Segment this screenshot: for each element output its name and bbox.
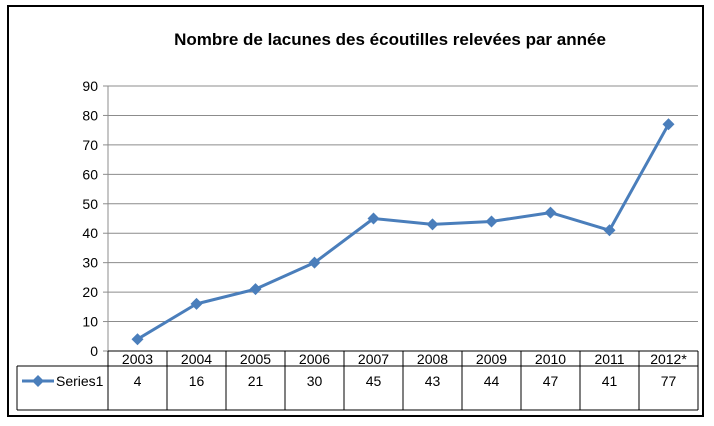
data-point (190, 297, 203, 310)
table-value: 77 (661, 373, 677, 389)
y-tick-label: 60 (82, 166, 98, 182)
data-point (131, 333, 144, 346)
table-value: 43 (425, 373, 441, 389)
data-point (662, 118, 675, 131)
y-tick-label: 30 (82, 255, 98, 271)
table-value: 44 (484, 373, 500, 389)
chart-frame (7, 5, 704, 417)
x-tick-label: 2011 (594, 351, 624, 367)
x-tick-label: 2003 (122, 351, 153, 367)
data-point (426, 218, 439, 231)
legend-label: Series1 (56, 373, 104, 389)
legend-marker (32, 375, 44, 387)
table-value: 4 (134, 373, 142, 389)
y-tick-label: 50 (82, 196, 98, 212)
series-line-path (136, 123, 670, 341)
y-tick-label: 80 (82, 107, 98, 123)
data-point (603, 224, 616, 237)
table-value: 21 (248, 373, 264, 389)
x-tick-label: 2007 (358, 351, 389, 367)
data-point (249, 283, 262, 296)
x-tick-label: 2005 (240, 351, 271, 367)
y-tick-label: 10 (82, 314, 98, 330)
data-point (308, 256, 321, 269)
x-tick-label: 2009 (476, 351, 507, 367)
x-tick-label: 2012* (650, 351, 687, 367)
gridlines (103, 85, 698, 352)
table-value: 45 (366, 373, 382, 389)
x-tick-label: 2008 (417, 351, 448, 367)
y-tick-label: 90 (82, 78, 98, 94)
chart-title: Nombre de lacunes des écoutilles relevée… (174, 30, 606, 49)
y-tick-label: 20 (82, 284, 98, 300)
x-tick-label: 2010 (535, 351, 566, 367)
data-point (485, 215, 498, 228)
data-point (367, 212, 380, 225)
series-line (131, 118, 675, 346)
y-tick-label: 40 (82, 225, 98, 241)
table-value: 30 (307, 373, 323, 389)
y-tick-label: 0 (90, 343, 98, 359)
y-axis-ticks: 0 10 20 30 40 50 60 70 80 90 (82, 78, 98, 359)
data-point (544, 206, 557, 219)
y-tick-label: 70 (82, 137, 98, 153)
table-value: 16 (189, 373, 205, 389)
table-value: 41 (602, 373, 618, 389)
table-value: 47 (543, 373, 559, 389)
data-table: 2003 4 2004 16 2005 21 2006 30 2007 45 2008 43 2009 4… (16, 350, 699, 411)
x-tick-label: 2004 (181, 351, 212, 367)
x-tick-label: 2006 (299, 351, 330, 367)
